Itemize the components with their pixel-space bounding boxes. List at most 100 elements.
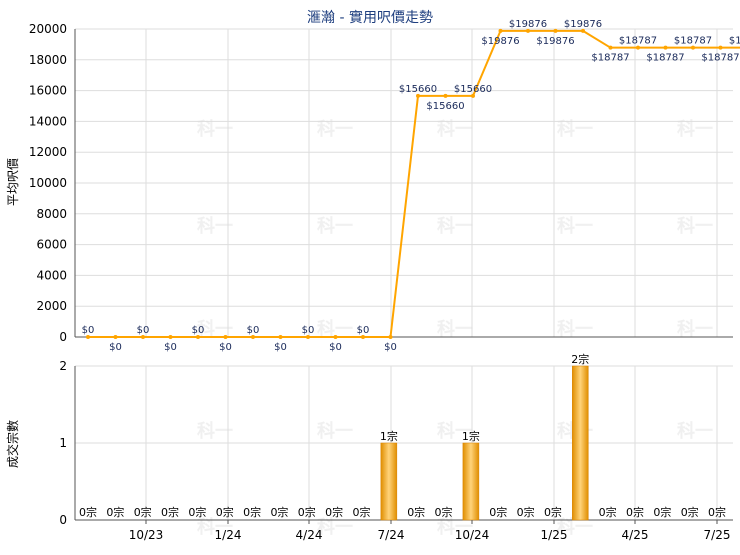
price-point <box>718 45 723 50</box>
watermark-mark: 科一 <box>317 420 353 442</box>
watermark-mark: 科一 <box>197 420 233 442</box>
price-point <box>278 335 283 339</box>
volume-labels: 0宗 0宗 0宗 0宗 0宗 0宗 0宗 0宗 0宗 0宗 0宗 1宗 0宗 0宗 1宗 0宗 0宗 0宗 2宗 0宗… <box>79 352 726 519</box>
watermark-mark: 科一 <box>557 118 593 140</box>
price-y-tick-label: 14000 <box>29 114 67 128</box>
volume-bar-label: 1宗 <box>380 429 398 443</box>
volume-bar-label: 0宗 <box>653 505 671 519</box>
price-point-label: $18787 <box>701 53 739 64</box>
watermark-mark: 科一 <box>197 318 233 340</box>
price-point-label: $18787 <box>729 36 740 47</box>
price-point <box>581 28 585 33</box>
price-point-label: $19876 <box>509 19 547 30</box>
price-point <box>498 28 503 33</box>
volume-bar-label: 0宗 <box>188 505 206 519</box>
x-tick-label: 7/25 <box>704 528 731 542</box>
volume-bar-label: 0宗 <box>298 505 316 519</box>
price-point-label: $0 <box>109 342 122 353</box>
watermark-mark: 科一 <box>437 318 473 340</box>
price-y-tick-label: 2000 <box>36 299 67 313</box>
watermark-mark: 科一 <box>317 516 353 538</box>
watermark-mark: 科一 <box>317 318 353 340</box>
price-point <box>113 335 118 339</box>
volume-bar-label: 0宗 <box>544 505 562 519</box>
volume-bar-label: 0宗 <box>353 505 371 519</box>
watermark-mark: 科一 <box>437 516 473 538</box>
volume-grid <box>75 365 733 521</box>
watermark-mark: 科一 <box>437 420 473 442</box>
price-point-label: $0 <box>192 325 205 336</box>
x-tick-label: 10/24 <box>455 528 490 542</box>
x-tick-label: 1/25 <box>541 528 568 542</box>
price-point <box>663 45 668 50</box>
x-tick-labels: 10/23 1/24 4/24 7/24 10/24 1/25 4/25 7/25 <box>129 520 731 542</box>
price-point-label: $0 <box>247 325 260 336</box>
volume-y-axis-label: 成交宗數 <box>5 420 20 468</box>
x-tick-label: 4/25 <box>622 528 649 542</box>
volume-bar-label: 2宗 <box>571 352 589 366</box>
volume-bar-label: 0宗 <box>106 505 124 519</box>
volume-bar-label: 0宗 <box>599 505 617 519</box>
price-point-label: $18787 <box>674 36 712 47</box>
price-point-label: $0 <box>219 342 232 353</box>
watermark-mark: 科一 <box>677 420 713 442</box>
volume-y-tick-label: 0 <box>59 513 67 527</box>
price-point <box>636 45 640 50</box>
volume-bar-label: 0宗 <box>517 505 535 519</box>
volume-bar-label: 0宗 <box>407 505 425 519</box>
price-labels: $0 $0 $0 $0 $0 $0 $0 $0 $0 $0 $0 $0 $15660 $15660 $156… <box>82 19 740 353</box>
price-point-label: $0 <box>384 342 397 353</box>
price-point <box>251 335 255 339</box>
price-point-label: $0 <box>164 342 177 353</box>
volume-axes: 0 1 2 <box>59 359 733 527</box>
price-point-label: $18787 <box>646 53 684 64</box>
volume-bar-label: 0宗 <box>435 505 453 519</box>
watermark-mark: 科一 <box>317 215 353 237</box>
volume-y-tick-label: 1 <box>59 436 67 450</box>
price-point <box>416 93 420 98</box>
price-grid <box>75 28 733 338</box>
price-point-label: $0 <box>274 342 287 353</box>
x-tick-label: 4/24 <box>296 528 323 542</box>
price-point <box>608 45 613 50</box>
volume-bar-label: 0宗 <box>681 505 699 519</box>
price-y-tick-label: 4000 <box>36 268 67 282</box>
watermark-mark: 科一 <box>197 516 233 538</box>
watermark-mark: 科一 <box>557 215 593 237</box>
price-point-label: $15660 <box>399 84 437 95</box>
price-point <box>223 335 228 339</box>
volume-bar-label: 0宗 <box>708 505 726 519</box>
price-point <box>306 335 310 339</box>
price-point <box>526 28 530 33</box>
price-y-tick-label: 8000 <box>36 207 67 221</box>
watermark-mark: 科一 <box>437 215 473 237</box>
price-point <box>443 93 448 98</box>
price-point <box>388 335 393 339</box>
price-y-tick-label: 18000 <box>29 53 67 67</box>
price-point <box>691 45 695 50</box>
price-line <box>86 28 740 339</box>
price-point <box>168 335 173 339</box>
x-tick-label: 10/23 <box>129 528 164 542</box>
price-point <box>361 335 365 339</box>
volume-bar-label: 0宗 <box>216 505 234 519</box>
price-point-label: $0 <box>137 325 150 336</box>
watermark-mark: 科一 <box>197 118 233 140</box>
price-point-label: $0 <box>357 325 370 336</box>
watermark-mark: 科一 <box>317 118 353 140</box>
price-point-label: $0 <box>302 325 315 336</box>
volume-bar-label: 0宗 <box>243 505 261 519</box>
price-point-label: $0 <box>82 325 95 336</box>
volume-bar-label: 0宗 <box>489 505 507 519</box>
volume-bar-label: 1宗 <box>462 429 480 443</box>
volume-bar-label: 0宗 <box>626 505 644 519</box>
price-point <box>553 28 558 33</box>
price-point <box>333 335 338 339</box>
watermark-mark: 科一 <box>677 118 713 140</box>
volume-bar-label: 0宗 <box>161 505 179 519</box>
price-series-line <box>88 29 740 338</box>
watermark-mark: 科一 <box>677 318 713 340</box>
watermark-mark: 科一 <box>677 215 713 237</box>
